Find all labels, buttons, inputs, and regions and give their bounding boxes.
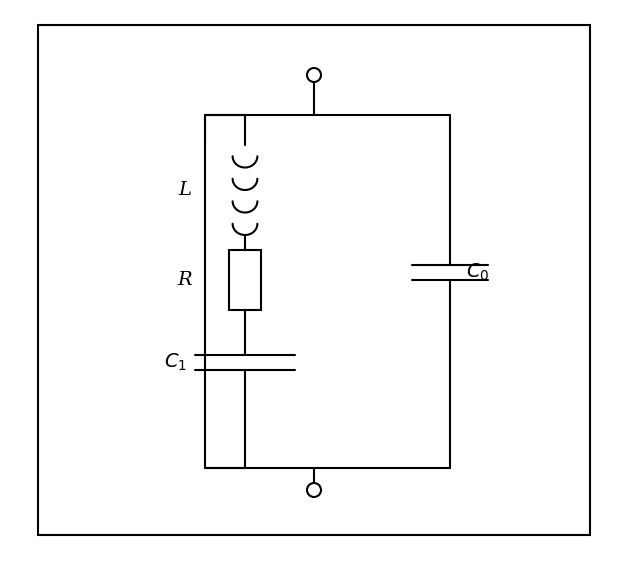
Text: R: R	[178, 271, 192, 289]
Text: $C_1$: $C_1$	[163, 351, 187, 373]
Text: L: L	[178, 181, 192, 199]
Text: $C_0$: $C_0$	[467, 261, 490, 283]
Bar	[38, 25, 590, 535]
Bar	[229, 250, 261, 310]
